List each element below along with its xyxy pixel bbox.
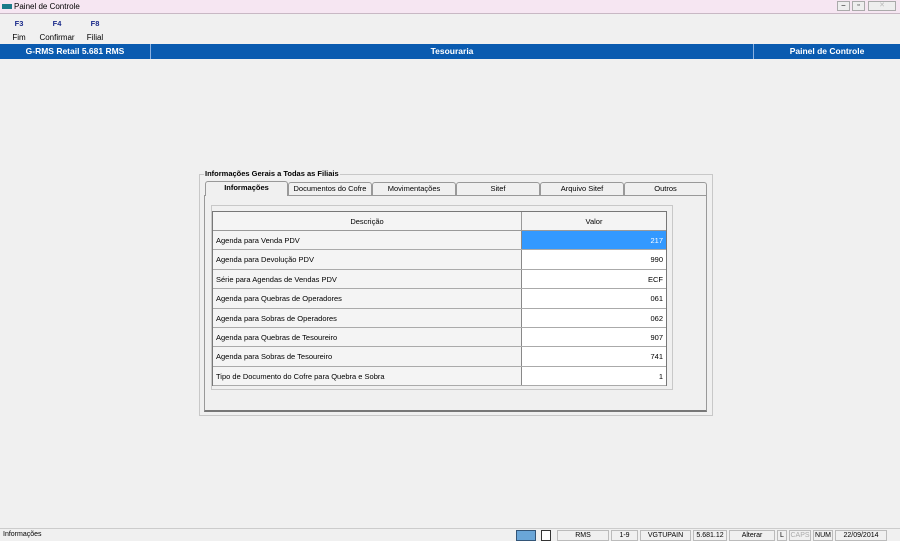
- tab-label: Sitef: [490, 184, 506, 193]
- tab-label: Documentos do Cofre: [293, 184, 367, 193]
- window-title: Painel de Controle: [14, 2, 80, 11]
- row-value[interactable]: 1: [658, 371, 663, 381]
- status-range: 1-9: [611, 530, 638, 541]
- table-row[interactable]: Agenda para Devolução PDV 990: [213, 250, 666, 270]
- header-bar: G-RMS Retail 5.681 RMS Tesouraria Painel…: [0, 44, 900, 59]
- row-value[interactable]: 062: [650, 313, 663, 323]
- status-system: RMS: [557, 530, 609, 541]
- row-value[interactable]: 217: [522, 231, 666, 250]
- tab-outros[interactable]: Outros: [624, 182, 707, 195]
- screen-title: Painel de Controle: [789, 46, 865, 56]
- table-row[interactable]: Agenda para Sobras de Tesoureiro 741: [213, 347, 666, 367]
- shortcut-key: F8: [90, 19, 100, 28]
- row-value[interactable]: 907: [650, 333, 663, 342]
- button-label: Filial: [86, 33, 104, 42]
- tab-sitef[interactable]: Sitef: [456, 182, 540, 195]
- toolbar: F3 Fim F4 Confirmar F8 Filial: [0, 15, 900, 43]
- status-num: NUM: [813, 530, 833, 541]
- restore-button[interactable]: ▫: [852, 1, 865, 11]
- info-table[interactable]: Descrição Valor Agenda para Venda PDV 217…: [212, 211, 667, 387]
- close-button[interactable]: ✕: [868, 1, 896, 11]
- row-description: Série para Agendas de Vendas PDV: [213, 269, 522, 289]
- status-version: 5.681.12: [693, 530, 727, 541]
- network-icon: [516, 530, 536, 541]
- general-info-group: Informações Gerais a Todas as Filiais: [199, 169, 713, 416]
- status-date: 22/09/2014: [835, 530, 887, 541]
- minimize-button[interactable]: –: [837, 1, 850, 11]
- tab-label: Movimentações: [387, 184, 441, 193]
- row-description: Agenda para Sobras de Operadores: [213, 308, 522, 327]
- status-user: VGTUPAIN: [640, 530, 691, 541]
- row-description: Agenda para Sobras de Tesoureiro: [213, 347, 522, 366]
- table-row[interactable]: Agenda para Quebras de Operadores 061: [213, 289, 666, 309]
- row-description: Agenda para Quebras de Tesoureiro: [213, 328, 522, 347]
- group-title: Informações Gerais a Todas as Filiais: [204, 169, 340, 178]
- tab-label: Outros: [654, 184, 677, 193]
- table-row[interactable]: Série para Agendas de Vendas PDV ECF: [213, 269, 666, 290]
- confirmar-button[interactable]: F4 Confirmar: [38, 19, 76, 42]
- tab-movimentacoes[interactable]: Movimentações: [372, 182, 456, 195]
- app-icon: [2, 4, 12, 9]
- grid-frame: [211, 205, 673, 390]
- row-value[interactable]: 990: [650, 255, 663, 265]
- shortcut-key: F3: [14, 19, 24, 28]
- table-row[interactable]: Tipo de Documento do Cofre para Quebra e…: [213, 366, 666, 387]
- row-value[interactable]: 741: [650, 352, 663, 362]
- button-label: Fim: [12, 33, 26, 42]
- tab-documentos-do-cofre[interactable]: Documentos do Cofre: [288, 182, 372, 195]
- clipboard-icon: [541, 530, 551, 541]
- table-row[interactable]: Agenda para Venda PDV 217: [213, 231, 666, 251]
- tab-arquivo-sitef[interactable]: Arquivo Sitef: [540, 182, 624, 195]
- table-row[interactable]: Agenda para Quebras de Tesoureiro 907: [213, 328, 666, 348]
- row-description: Agenda para Devolução PDV: [213, 250, 522, 269]
- row-value[interactable]: 061: [650, 294, 663, 304]
- row-description: Tipo de Documento do Cofre para Quebra e…: [213, 366, 522, 386]
- column-header-valor[interactable]: Valor: [522, 212, 666, 231]
- row-value[interactable]: ECF: [648, 274, 663, 284]
- button-label: Confirmar: [39, 33, 75, 42]
- app-version: G-RMS Retail 5.681 RMS: [0, 44, 151, 59]
- tab-label: Arquivo Sitef: [560, 184, 604, 193]
- title-bar: Painel de Controle – ▫ ✕: [0, 0, 900, 14]
- status-bar: Informações RMS 1-9 VGTUPAIN 5.681.12 Al…: [0, 528, 900, 541]
- fim-button[interactable]: F3 Fim: [9, 19, 29, 42]
- filial-button[interactable]: F8 Filial: [85, 19, 105, 42]
- shortcut-key: F4: [52, 19, 62, 28]
- status-mode: Alterar: [729, 530, 775, 541]
- row-description: Agenda para Quebras de Operadores: [213, 289, 522, 308]
- table-row[interactable]: Agenda para Sobras de Operadores 062: [213, 308, 666, 328]
- status-caps: CAPS: [789, 530, 811, 541]
- tab-informacoes[interactable]: Informações: [205, 181, 288, 196]
- status-message: Informações: [3, 531, 42, 538]
- status-l: L: [777, 530, 787, 541]
- row-description: Agenda para Venda PDV: [213, 231, 522, 250]
- tab-label: Informações: [224, 183, 269, 192]
- module-title: Tesouraria: [151, 44, 754, 59]
- column-header-descricao[interactable]: Descrição: [213, 212, 522, 231]
